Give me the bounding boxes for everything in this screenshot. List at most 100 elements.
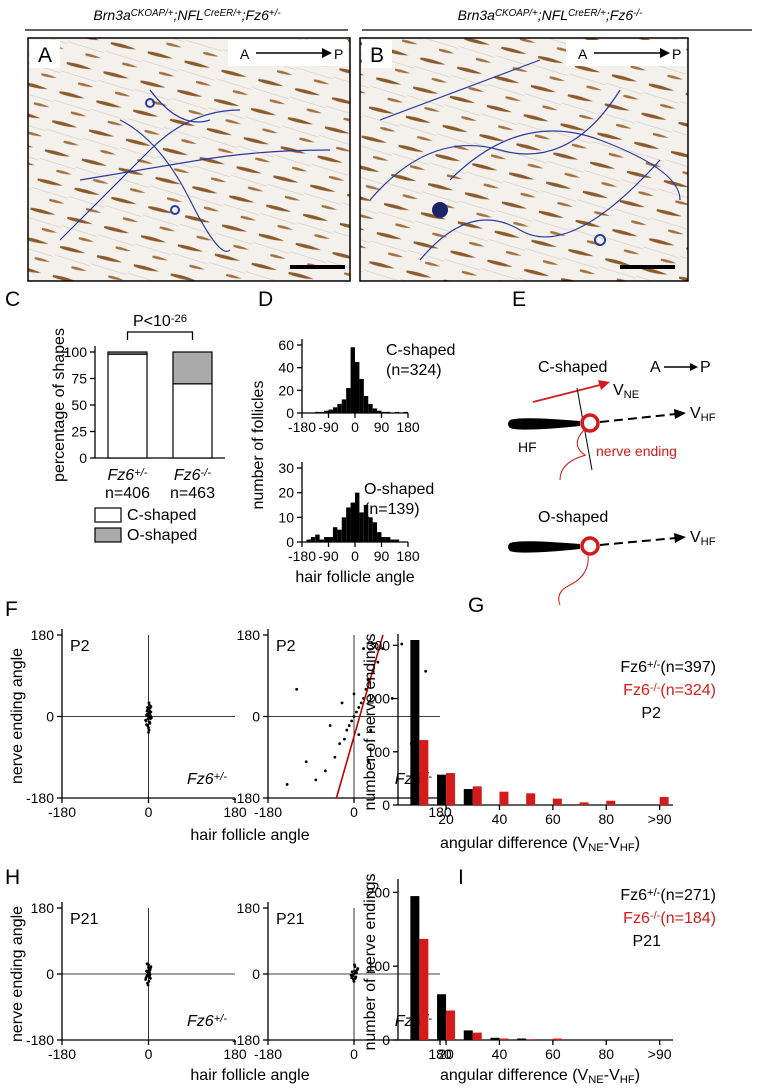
text-part: -/- xyxy=(650,682,661,694)
y-tick-label: -180 xyxy=(232,1032,260,1048)
bar xyxy=(377,410,382,413)
point xyxy=(355,968,359,971)
y-tick-label: 180 xyxy=(237,900,261,916)
text-part: -V xyxy=(604,835,620,852)
hair-follicle xyxy=(508,418,580,430)
text-part: NE xyxy=(588,1074,604,1086)
bar xyxy=(372,522,378,542)
bar xyxy=(446,773,456,805)
point xyxy=(352,692,356,696)
bar xyxy=(328,409,333,413)
panel-letter: D xyxy=(258,288,273,311)
x-axis-label: hair follicle angle xyxy=(295,569,414,586)
category-label: Fz6+/- xyxy=(107,467,147,484)
point xyxy=(376,660,380,664)
text-part: (n=184) xyxy=(660,910,716,927)
text-part: ;Fz6 xyxy=(242,7,269,23)
x-tick-label: 80 xyxy=(598,1046,614,1062)
photo xyxy=(359,37,689,282)
point xyxy=(148,971,151,975)
fit-line xyxy=(335,634,384,799)
y-tick-label: 50 xyxy=(71,397,87,413)
text-part: CreER/+ xyxy=(568,8,606,19)
bar xyxy=(394,539,400,542)
x-tick-label: 80 xyxy=(598,811,614,827)
bar xyxy=(324,537,329,542)
point xyxy=(146,706,149,709)
bar xyxy=(363,396,369,413)
point xyxy=(340,701,344,705)
vector-label: VNE xyxy=(613,382,639,401)
bar xyxy=(437,994,447,1040)
point xyxy=(343,737,346,741)
y-tick-label: 100 xyxy=(367,958,391,974)
genotype-label: Fz6+/- xyxy=(187,771,227,788)
text-part: -/- xyxy=(650,910,661,922)
bar xyxy=(463,1030,473,1040)
y-tick-label: 20 xyxy=(278,485,294,501)
point xyxy=(149,705,153,708)
diagram-label: nerve ending xyxy=(596,443,677,459)
bar xyxy=(472,1032,482,1040)
bar xyxy=(332,527,338,542)
panel-letter: G xyxy=(468,594,484,617)
point xyxy=(345,728,349,732)
y-axis-label: percentage of shapes xyxy=(51,328,68,482)
bar xyxy=(381,411,386,413)
legend-label: Fz6-/-(n=324) xyxy=(623,682,716,699)
bar xyxy=(394,411,400,413)
point xyxy=(295,687,299,691)
bar xyxy=(315,534,320,542)
point xyxy=(144,718,148,722)
y-tick-label: 100 xyxy=(367,744,391,760)
bar-segment xyxy=(172,351,213,385)
bar xyxy=(606,800,616,805)
diagram-label: HF xyxy=(518,439,537,455)
bar xyxy=(385,411,391,413)
x-tick-label: -180 xyxy=(48,804,76,820)
text-part: Fz6 xyxy=(623,682,650,699)
point xyxy=(350,970,354,974)
axis-to: P xyxy=(672,46,681,62)
x-tick-label: 60 xyxy=(545,1046,561,1062)
panel-label: O-shaped xyxy=(364,481,434,498)
bar xyxy=(517,1038,527,1040)
y-tick-label: 0 xyxy=(46,966,54,982)
x-tick-label: >90 xyxy=(648,811,672,827)
diagram: C-shaped A P VNE VHF HF nerve ending O-s… xyxy=(508,359,716,606)
panel-letter: A xyxy=(38,44,52,67)
nerve-ending xyxy=(580,413,600,433)
x-tick-label: -180 xyxy=(288,419,316,435)
text-part: ;Fz6 xyxy=(606,7,633,23)
bar xyxy=(499,1038,509,1040)
text-part: Fz6 xyxy=(187,1013,214,1030)
bar xyxy=(552,798,562,805)
point xyxy=(338,742,342,746)
panel-letter: H xyxy=(5,866,20,889)
y-tick-label: 180 xyxy=(237,627,261,643)
x-tick-label: -90 xyxy=(318,419,338,435)
panel-letter: C xyxy=(5,288,20,311)
point xyxy=(146,981,149,985)
x-axis-label: angular difference (VNE-VHF) xyxy=(440,835,640,854)
x-tick-label: -180 xyxy=(254,804,282,820)
arrow-head xyxy=(674,533,686,543)
point xyxy=(144,976,148,980)
x-tick-label: 40 xyxy=(492,1046,508,1062)
legend-swatch xyxy=(94,507,122,523)
y-tick-label: -180 xyxy=(232,790,260,806)
point xyxy=(424,669,428,673)
y-tick-label: 180 xyxy=(31,627,55,643)
bar xyxy=(410,640,420,805)
n-label: n=463 xyxy=(170,485,215,502)
point xyxy=(147,730,150,734)
text-part: Fz6 xyxy=(620,659,647,676)
vector-label: VHF xyxy=(690,405,716,424)
text-part: ) xyxy=(635,1067,640,1084)
x-tick-label: 0 xyxy=(145,804,153,820)
axis-to: P xyxy=(334,46,343,62)
text-part: P<10 xyxy=(133,313,171,330)
x-tick-label: 60 xyxy=(545,811,561,827)
diagram-label: O-shaped xyxy=(538,509,608,526)
bar xyxy=(350,347,355,413)
